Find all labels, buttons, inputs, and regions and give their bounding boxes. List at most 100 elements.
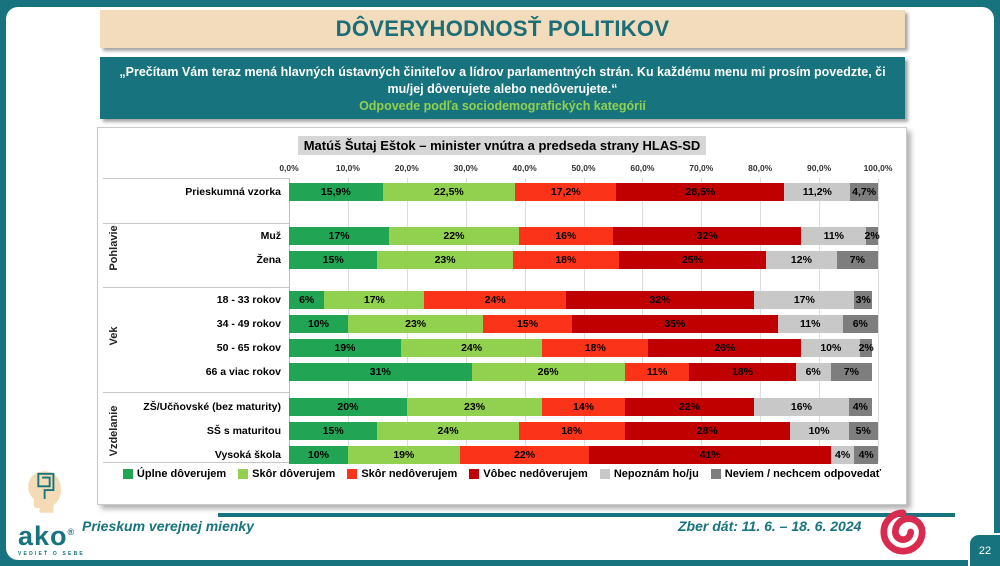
bar-segment: 15% <box>289 422 378 440</box>
footer-divider <box>218 513 955 517</box>
bar-segment: 2% <box>859 339 874 357</box>
ako-brand-text: ako® <box>18 521 76 551</box>
bar-segment: 7% <box>830 363 873 381</box>
bar-segment: 3% <box>854 291 873 309</box>
bar-segment: 22% <box>624 398 755 416</box>
legend-swatch-icon <box>710 469 721 479</box>
bar-segment: 24% <box>400 339 543 357</box>
bar-row: 31% 26% 11% 18% 6% 7% <box>289 363 878 381</box>
legend-label: Skôr dôverujem <box>252 468 336 480</box>
bar-segment: 6% <box>289 291 325 309</box>
group-separator-line <box>103 462 289 463</box>
bar-segment: 23% <box>347 315 484 333</box>
bar-segment: 15% <box>483 315 572 333</box>
category-label: SŠ s maturitou <box>206 425 281 437</box>
registered-mark: ® <box>67 527 76 537</box>
spiral-logo-icon <box>880 509 926 560</box>
bar-segment: 31% <box>289 363 472 381</box>
group-separator-line <box>103 178 289 179</box>
bar-segment: 22% <box>389 227 519 245</box>
legend-swatch-icon <box>599 469 610 479</box>
legend-swatch-icon <box>469 469 480 479</box>
axis-tick-label: 40,0% <box>512 163 537 173</box>
chart-panel: Matúš Šutaj Eštok – minister vnútra a pr… <box>97 127 907 505</box>
bar-segment: 18% <box>542 339 649 357</box>
group-axis-label: Pohlavie <box>108 225 120 271</box>
bar-segment: 6% <box>842 315 878 333</box>
page-number-tab: 22 <box>968 533 1000 566</box>
category-label: Vysoká škola <box>214 449 281 461</box>
bar-row: 19% 24% 18% 26% 10% 2% <box>289 339 878 357</box>
survey-type-text: Prieskum verejnej mienky <box>82 518 254 534</box>
legend-label: Neviem / nechcem odpovedať <box>724 468 882 480</box>
group-axis-label: Vek <box>108 326 120 346</box>
bar-segment: 22,5% <box>382 183 516 201</box>
category-label: 66 a viac rokov <box>205 366 281 378</box>
group-separator-line <box>103 392 289 393</box>
axis-tick-label: 90,0% <box>807 163 832 173</box>
legend-item: Nepoznám ho/ju <box>599 468 699 480</box>
bar-segment: 4% <box>830 446 855 464</box>
bar-segment: 11% <box>801 227 867 245</box>
category-label: 34 - 49 rokov <box>216 318 281 330</box>
category-label: ZŠ/Učňovské (bez maturity) <box>143 401 281 413</box>
category-label: Prieskumná vzorka <box>185 186 281 198</box>
category-label: 50 - 65 rokov <box>216 342 281 354</box>
legend-item: Vôbec nedôverujem <box>469 468 588 480</box>
axis-tick-label: 0,0% <box>279 163 299 173</box>
legend-item: Skôr nedôverujem <box>347 468 457 480</box>
axis-tick-label: 60,0% <box>630 163 655 173</box>
legend-item: Neviem / nechcem odpovedať <box>710 468 882 480</box>
bar-segment: 24% <box>424 291 566 309</box>
bar-row: 10% 23% 15% 35% 11% 6% <box>289 315 878 333</box>
bar-segment: 32% <box>612 227 802 245</box>
legend-swatch-icon <box>347 469 358 479</box>
bar-segment: 12% <box>766 251 837 269</box>
bar-segment: 5% <box>848 422 878 440</box>
bar-segment: 7% <box>836 251 878 269</box>
bar-segment: 19% <box>289 339 401 357</box>
collection-dates-text: Zber dát: 11. 6. – 18. 6. 2024 <box>678 518 862 534</box>
bar-segment: 15,9% <box>289 183 383 201</box>
bar-segment: 10% <box>289 315 348 333</box>
axis-tick-label: 100,0% <box>863 163 893 173</box>
bar-segment: 17% <box>324 291 425 309</box>
bar-segment: 4% <box>848 398 873 416</box>
bar-segment: 28,5% <box>616 183 785 201</box>
bar-segment: 10% <box>289 446 348 464</box>
bar-row: 15% 23% 18% 25% 12% 7% <box>289 251 878 269</box>
bar-row: 6% 17% 24% 32% 17% 3% <box>289 291 878 309</box>
bar-segment: 2% <box>864 227 880 245</box>
bar-segment: 17% <box>289 227 390 245</box>
bar-segment: 28% <box>624 422 790 440</box>
bar-segment: 26% <box>648 339 802 357</box>
bar-segment: 25% <box>618 251 767 269</box>
intro-subtitle-text: Odpovede podľa sociodemografických kateg… <box>359 99 646 113</box>
category-label: Muž <box>260 230 281 242</box>
intro-quote-text: „Prečítam Vám teraz mená hlavných ústavn… <box>119 65 886 96</box>
bar-segment: 20% <box>289 398 407 416</box>
legend-label: Skôr nedôverujem <box>361 468 458 480</box>
ako-tagline: VEDIEŤ O SEBE <box>18 551 85 557</box>
legend-label: Vôbec nedôverujem <box>483 468 588 480</box>
bar-segment: 22% <box>459 446 590 464</box>
bar-segment: 6% <box>795 363 831 381</box>
category-label: 18 - 33 rokov <box>216 294 281 306</box>
legend-item: Skôr dôverujem <box>238 468 335 480</box>
bar-segment: 41% <box>589 446 831 464</box>
legend-label: Nepoznám ho/ju <box>613 468 699 480</box>
bar-segment: 11% <box>624 363 690 381</box>
legend-item: Úplne dôverujem <box>122 468 226 480</box>
bar-segment: 18% <box>518 422 625 440</box>
bar-segment: 16% <box>518 227 613 245</box>
group-axis-label: Vzdelanie <box>108 405 120 457</box>
bar-segment: 16% <box>754 398 849 416</box>
bar-row: 15% 24% 18% 28% 10% 5% <box>289 422 878 440</box>
axis-tick-label: 80,0% <box>748 163 773 173</box>
chart-canvas: 0,0% 10,0% 20,0% 30,0% 40,0% 50,0% 60,0% 70,0% 8… <box>98 128 906 504</box>
axis-tick-label: 10,0% <box>335 163 360 173</box>
axis-tick-label: 30,0% <box>453 163 478 173</box>
bar-segment: 24% <box>377 422 519 440</box>
group-separator-line <box>103 223 289 224</box>
